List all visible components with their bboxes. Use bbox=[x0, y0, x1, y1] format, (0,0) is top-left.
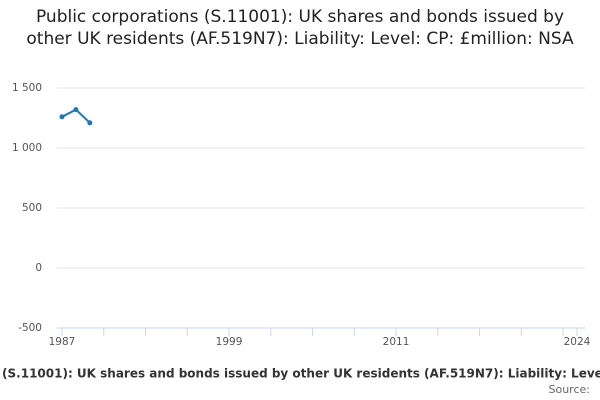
chart-title: Public corporations (S.11001): UK shares… bbox=[26, 7, 574, 49]
y-tick-label: 0 bbox=[35, 262, 42, 274]
y-tick-label: 1 500 bbox=[12, 82, 42, 94]
source: Source: bbox=[549, 383, 591, 396]
data-point bbox=[87, 120, 93, 126]
y-tick-label: -500 bbox=[18, 322, 42, 334]
x-tick-label: 1999 bbox=[216, 336, 243, 348]
y-tick-label: 1 000 bbox=[12, 142, 42, 154]
data-point bbox=[59, 114, 65, 120]
data-point bbox=[73, 107, 79, 113]
y-tick-label: 500 bbox=[22, 202, 42, 214]
x-tick-label: 1987 bbox=[49, 336, 76, 348]
legend-label: Public corporations (S.11001): UK shares… bbox=[0, 367, 600, 381]
x-tick-label: 2024 bbox=[564, 336, 591, 348]
x-tick-label: 2011 bbox=[383, 336, 410, 348]
